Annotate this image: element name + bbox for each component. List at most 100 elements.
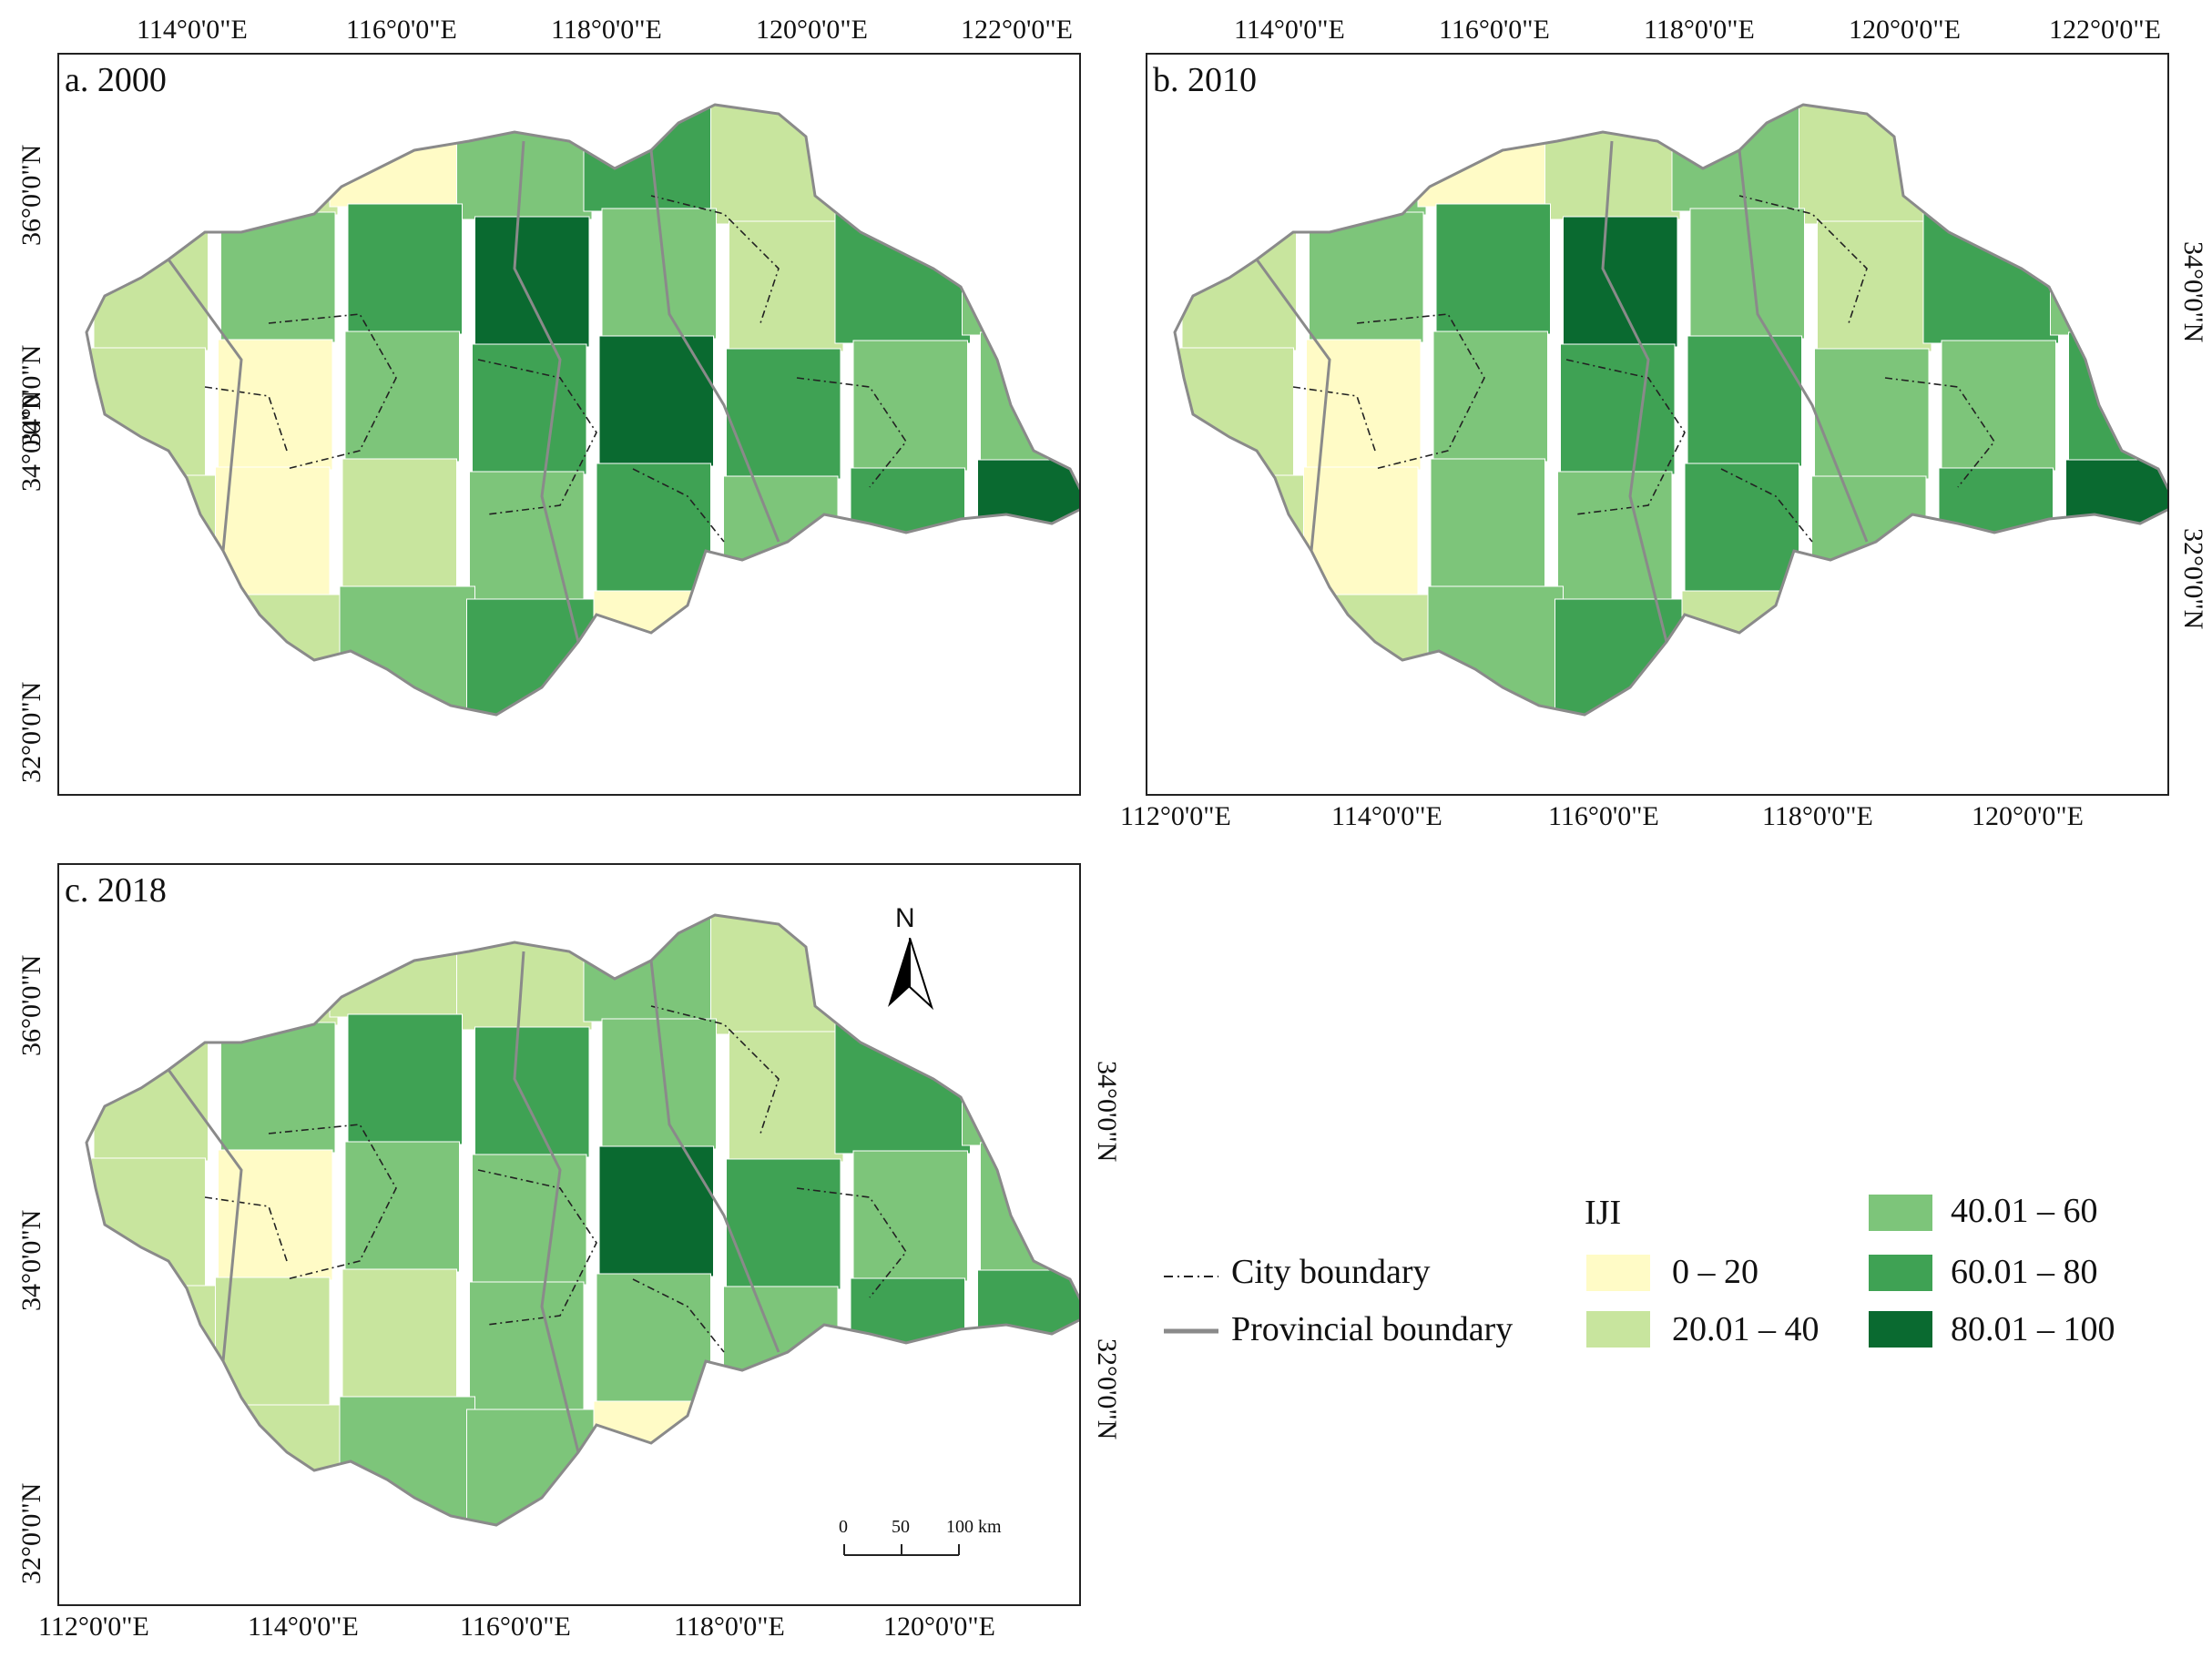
city-boundary-line <box>632 468 725 543</box>
map-region <box>1432 331 1548 463</box>
provincial-boundary-line <box>167 1069 243 1362</box>
scale-bar: 0 50 100 km <box>839 1517 1024 1562</box>
map-region <box>723 475 839 607</box>
legend-class-40-60: 40.01 – 60 <box>1951 1192 2098 1230</box>
map-region <box>344 331 460 463</box>
map-region <box>472 1154 587 1286</box>
map-region <box>1809 603 1924 715</box>
city-boundary-line <box>796 1187 907 1298</box>
map-region <box>93 219 209 351</box>
city-boundary-line <box>650 1005 780 1134</box>
x-top-tick: 114°0'0"E <box>137 15 248 45</box>
map-region <box>223 915 339 1026</box>
map-region <box>598 1145 714 1277</box>
y-left-tick: 32°0'0"N <box>16 1482 46 1584</box>
x-bottom-tick: 120°0'0"E <box>1972 801 2084 831</box>
choropleth-map-a <box>85 103 1079 717</box>
map-region <box>456 105 593 220</box>
map-region <box>93 1030 209 1162</box>
map-region <box>1941 340 2056 472</box>
provincial-boundary-line <box>167 259 243 552</box>
y-right-tick: 34°0'0"N <box>2178 241 2208 343</box>
map-region <box>223 105 339 216</box>
map-region <box>474 216 590 348</box>
city-boundary-line <box>268 1124 397 1280</box>
x-top-tick: 118°0'0"E <box>551 15 662 45</box>
map-region <box>1175 602 1310 715</box>
map-region <box>1417 105 1554 208</box>
x-bottom-tick: 116°0'0"E <box>460 1612 571 1642</box>
map-region <box>456 915 593 1031</box>
city-boundary-line <box>1356 313 1485 470</box>
legend-class-0-20: 0 – 20 <box>1672 1253 1758 1291</box>
map-region <box>974 586 1079 715</box>
city-boundary-line <box>796 377 907 488</box>
map-region <box>1681 590 1818 715</box>
map-region <box>1689 208 1805 340</box>
legend-swatch-20-40 <box>1586 1311 1650 1348</box>
city-boundary-line <box>1884 377 1995 488</box>
provincial-boundary-line <box>649 960 780 1353</box>
map-region <box>90 347 206 479</box>
city-boundary-line <box>477 1169 597 1326</box>
map-region <box>341 458 457 590</box>
map-region <box>1811 475 1927 607</box>
city-boundary-line <box>268 313 397 470</box>
map-region <box>847 595 963 715</box>
map-region <box>729 1031 844 1163</box>
legend-swatch-0-20 <box>1586 1255 1650 1291</box>
map-region <box>720 1413 836 1525</box>
map-region <box>977 459 1079 591</box>
map-region <box>977 1269 1079 1401</box>
map-panel-a: a. 2000 <box>57 53 1081 796</box>
map-region <box>1427 585 1564 715</box>
map-region <box>1817 220 1932 352</box>
map-region <box>964 915 1079 1019</box>
map-region <box>596 1273 711 1405</box>
map-region <box>1435 203 1551 335</box>
legend-class-20-40: 20.01 – 40 <box>1672 1310 1820 1348</box>
map-region <box>472 343 587 475</box>
region-outline <box>1173 103 2167 717</box>
map-region <box>339 1396 475 1525</box>
scale-label: 0 <box>839 1517 848 1537</box>
map-region <box>1925 105 2062 217</box>
map-region <box>2063 586 2167 715</box>
city-boundary-line <box>650 195 780 324</box>
y-left-tick: 36°0'0"N <box>16 144 46 246</box>
y-left-tick: 34°0'0"N <box>16 344 46 446</box>
map-region <box>583 105 719 212</box>
map-region <box>1555 598 1691 715</box>
map-region <box>852 1150 968 1282</box>
map-region <box>341 1268 457 1400</box>
north-arrow: N <box>879 903 952 1011</box>
map-region <box>218 339 333 471</box>
map-region <box>601 208 717 340</box>
map-region <box>1311 105 1427 216</box>
y-right-tick: 34°0'0"N <box>1092 1061 1122 1163</box>
map-region <box>1814 348 1930 480</box>
provincial-boundary-line <box>1738 149 1869 543</box>
x-top-tick: 114°0'0"E <box>1234 15 1345 45</box>
map-panel-c: c. 2018 N 0 50 100 km <box>57 863 1081 1606</box>
scale-label: 50 <box>892 1517 910 1537</box>
map-region <box>1303 466 1419 598</box>
map-region <box>593 1400 729 1525</box>
legend-title: IJI <box>1585 1194 1622 1232</box>
map-region <box>218 1149 333 1281</box>
map-region <box>90 1157 206 1289</box>
city-boundary-line <box>1720 468 1813 543</box>
map-panel-b: b. 2010 <box>1146 53 2169 796</box>
map-region <box>598 335 714 467</box>
provincial-boundary-line <box>1255 259 1331 552</box>
legend-swatch-80-100 <box>1869 1311 1932 1348</box>
map-region <box>1184 105 1300 224</box>
map-region <box>837 105 973 217</box>
map-region <box>962 1014 1079 1146</box>
provincial-boundary-line <box>513 951 580 1453</box>
x-top-tick: 116°0'0"E <box>346 15 457 45</box>
map-region <box>87 602 221 715</box>
panel-title: a. 2000 <box>65 61 167 99</box>
map-region <box>601 1018 717 1150</box>
x-top-tick: 120°0'0"E <box>1849 15 1961 45</box>
